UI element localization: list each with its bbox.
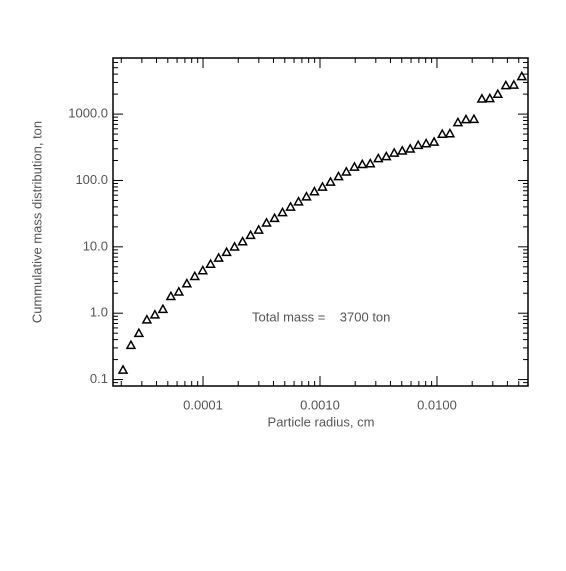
- data-point: [293, 196, 304, 206]
- data-point: [325, 176, 336, 186]
- data-point: [444, 127, 456, 138]
- data-point: [181, 277, 193, 288]
- data-point: [253, 224, 264, 234]
- data-point: [221, 246, 232, 257]
- data-point: [364, 157, 376, 168]
- data-point: [229, 241, 240, 251]
- data-point: [197, 264, 209, 275]
- data-point: [412, 139, 424, 150]
- data-point: [476, 93, 488, 103]
- data-point: [388, 147, 400, 157]
- data-point: [133, 327, 145, 338]
- data-point: [373, 152, 384, 163]
- data-point: [468, 113, 480, 124]
- data-point: [460, 113, 472, 124]
- plot-frame: [112, 57, 529, 387]
- data-point: [141, 314, 153, 324]
- y-tick-label: 10.0: [83, 238, 108, 253]
- data-point: [428, 136, 440, 146]
- x-axis-label: Particle radius, cm: [268, 414, 375, 429]
- y-tick-label: 1000.0: [68, 106, 108, 121]
- x-tick-label: 0.0010: [300, 397, 340, 412]
- data-point: [205, 258, 216, 269]
- data-point: [492, 88, 504, 99]
- data-point: [404, 143, 416, 153]
- data-point: [500, 79, 512, 90]
- data-point: [333, 170, 344, 181]
- data-point: [277, 206, 288, 217]
- data-point: [484, 92, 496, 103]
- data-point: [437, 128, 448, 139]
- data-point: [165, 290, 177, 301]
- data-point: [309, 186, 320, 196]
- data-point: [285, 201, 296, 211]
- data-point: [301, 191, 312, 201]
- data-point: [261, 217, 272, 227]
- data-point: [269, 212, 280, 223]
- y-tick-label: 100.0: [75, 172, 108, 187]
- y-tick-label: 0.1: [90, 371, 108, 386]
- x-tick-label: 0.0001: [183, 397, 223, 412]
- data-point: [381, 150, 392, 161]
- data-point: [357, 158, 368, 169]
- y-axis-label: Cummulative mass distribution, ton: [29, 121, 44, 323]
- data-point: [396, 145, 408, 155]
- data-point: [189, 270, 201, 281]
- data-point: [516, 70, 528, 81]
- data-point: [317, 181, 328, 191]
- data-point: [508, 79, 520, 89]
- data-point: [349, 161, 360, 171]
- y-tick-label: 1.0: [90, 305, 108, 320]
- data-point: [157, 303, 169, 314]
- data-point: [237, 236, 248, 246]
- x-tick-label: 0.0100: [417, 397, 457, 412]
- data-point: [149, 309, 161, 319]
- data-point: [420, 137, 432, 148]
- annotation: Total mass = 3700 ton: [252, 309, 390, 324]
- data-point: [117, 364, 129, 374]
- data-point: [173, 286, 185, 296]
- data-point: [245, 229, 256, 240]
- data-point: [452, 116, 464, 127]
- data-point: [213, 252, 224, 262]
- data-point: [341, 166, 352, 176]
- data-point: [125, 339, 137, 350]
